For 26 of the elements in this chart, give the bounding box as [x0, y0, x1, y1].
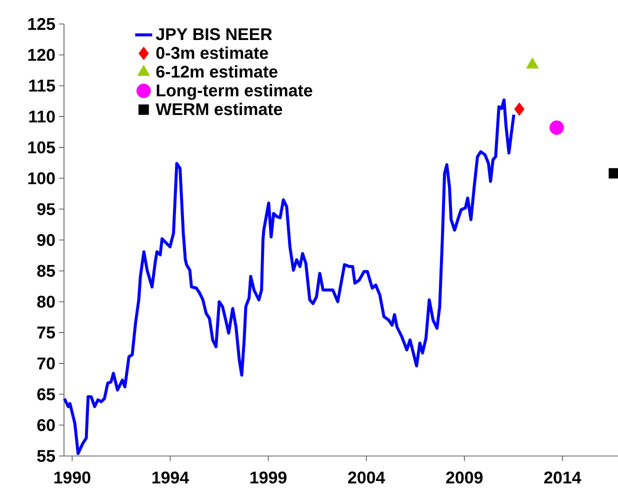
x-tick-label: 2004: [348, 472, 386, 484]
y-tick-label: 60: [37, 419, 55, 432]
x-tick-label: 1994: [152, 472, 189, 484]
y-tick-label: 95: [37, 203, 56, 216]
y-tick-label: 75: [37, 326, 56, 338]
y-tick-label: 105: [28, 141, 56, 154]
y-tick-label: 120: [28, 48, 55, 61]
y-tick-label: 80: [37, 296, 55, 308]
x-tick-label: 2014: [544, 472, 582, 484]
legend-label: 0-3m estimate: [156, 46, 268, 59]
y-tick-label: 85: [37, 264, 56, 277]
legend-label: JPY BIS NEER: [156, 28, 272, 40]
y-tick-label: 55: [37, 450, 56, 462]
x-tick-label: 2009: [446, 472, 483, 484]
y-tick-label: 110: [29, 110, 55, 123]
legend-label: WERM estimate: [156, 102, 282, 116]
y-tick-label: 90: [37, 234, 55, 246]
y-tick-label: 125: [28, 18, 56, 30]
y-tick-label: 100: [28, 172, 55, 184]
legend-label: 6-12m estimate: [156, 65, 278, 78]
x-tick-label: 1990: [54, 472, 90, 484]
legend-label: Long-term estimate: [156, 84, 312, 100]
y-tick-label: 115: [29, 80, 56, 92]
y-tick-label: 65: [37, 388, 56, 400]
y-tick-label: 70: [37, 357, 55, 370]
x-tick-label: 1999: [250, 472, 286, 484]
